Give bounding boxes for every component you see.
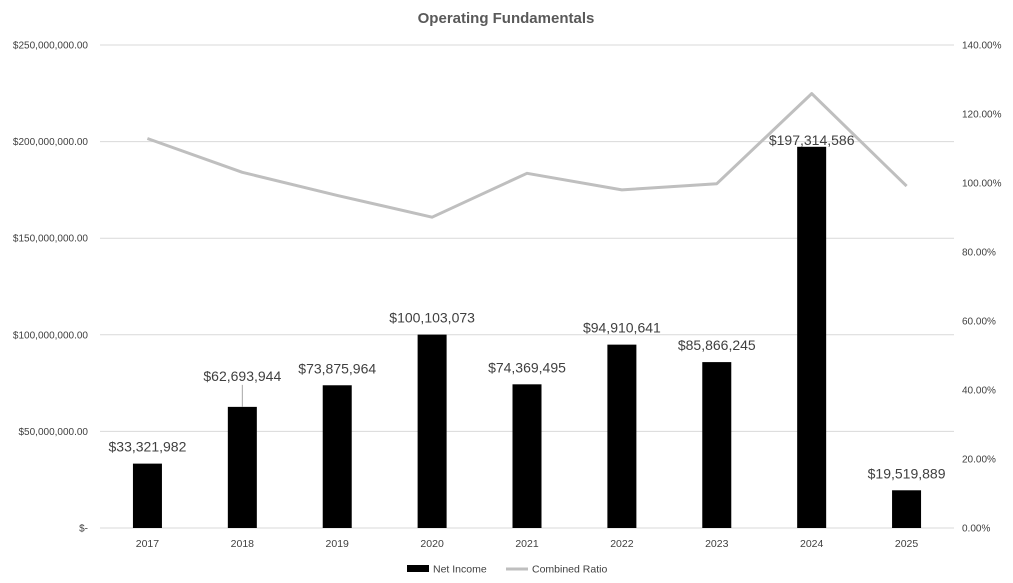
category-label: 2018 — [231, 538, 255, 550]
category-label: 2024 — [800, 538, 824, 550]
chart-title: Operating Fundamentals — [418, 10, 595, 27]
data-label: $74,369,495 — [488, 359, 566, 375]
left-tick-label: $200,000,000.00 — [13, 137, 89, 148]
right-tick-label: 60.00% — [962, 317, 996, 328]
right-tick-label: 140.00% — [962, 41, 1002, 52]
line-series — [146, 92, 908, 219]
right-tick-label: 20.00% — [962, 455, 996, 466]
bar — [227, 406, 257, 528]
right-tick-label: 100.00% — [962, 179, 1002, 190]
legend-label-combined-ratio: Combined Ratio — [532, 564, 607, 576]
category-label: 2023 — [705, 538, 729, 550]
legend-swatch-net-income — [407, 565, 429, 572]
data-label: $100,103,073 — [389, 310, 475, 326]
bar — [132, 463, 162, 528]
category-label: 2017 — [136, 538, 160, 550]
right-tick-label: 0.00% — [962, 524, 990, 535]
bar — [607, 344, 637, 528]
left-tick-label: $150,000,000.00 — [13, 234, 89, 245]
category-axis: 2017 2018 2019 2020 2021 2022 2023 2024 2025 — [136, 538, 919, 550]
bar — [417, 334, 447, 528]
left-tick-label: $250,000,000.00 — [13, 41, 89, 52]
category-label: 2020 — [420, 538, 444, 550]
bar — [892, 490, 922, 528]
bar-series — [132, 146, 922, 529]
bar — [702, 362, 732, 528]
combined-ratio-line — [146, 92, 908, 219]
right-tick-label: 120.00% — [962, 110, 1002, 121]
bar — [797, 146, 827, 529]
data-label: $85,866,245 — [678, 337, 756, 353]
category-label: 2019 — [326, 538, 350, 550]
left-tick-label: $100,000,000.00 — [13, 330, 89, 341]
left-tick-label: $- — [79, 524, 88, 535]
legend-label-net-income: Net Income — [433, 564, 487, 576]
data-label: $197,314,586 — [769, 132, 855, 148]
left-axis: $- $50,000,000.00 $100,000,000.00 $150,000,… — [13, 41, 89, 535]
right-tick-label: 80.00% — [962, 248, 996, 259]
bar — [322, 385, 352, 528]
category-label: 2025 — [895, 538, 919, 550]
left-tick-label: $50,000,000.00 — [18, 427, 88, 438]
category-label: 2022 — [610, 538, 634, 550]
data-label: $62,693,944 — [203, 368, 281, 384]
data-labels: $33,321,982 $62,693,944 $73,875,964 $100,10… — [109, 132, 946, 481]
right-tick-label: 40.00% — [962, 386, 996, 397]
right-axis: 0.00% 20.00% 40.00% 60.00% 80.00% 100.00% 120.… — [962, 41, 1002, 535]
data-label: $73,875,964 — [298, 360, 376, 376]
data-label: $94,910,641 — [583, 320, 661, 336]
data-label: $19,519,889 — [868, 465, 946, 481]
bar — [512, 384, 542, 528]
legend: Net Income Combined Ratio — [407, 564, 607, 576]
data-label: $33,321,982 — [109, 439, 187, 455]
category-label: 2021 — [515, 538, 539, 550]
